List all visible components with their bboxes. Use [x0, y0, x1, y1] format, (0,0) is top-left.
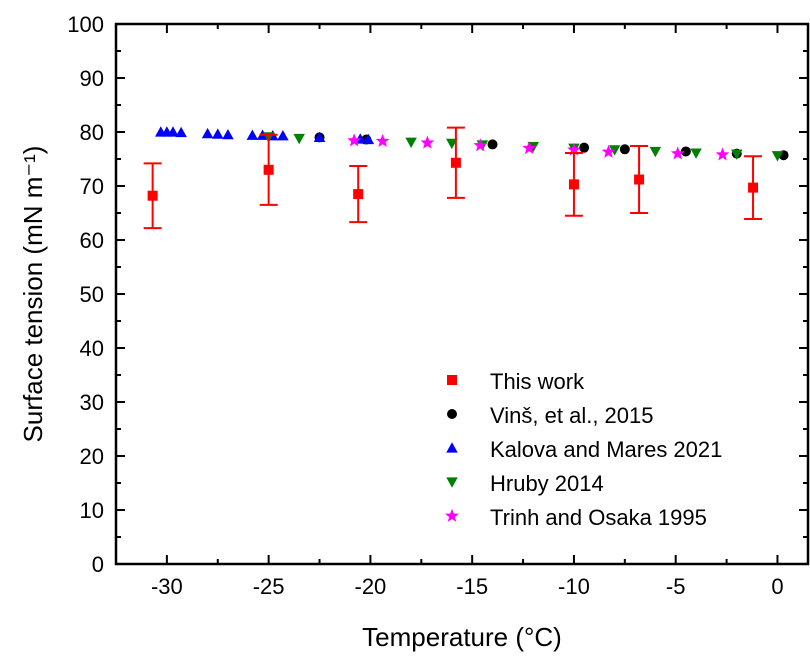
x-tick-label: -15 — [456, 574, 488, 599]
data-point — [567, 142, 581, 156]
legend-item: This work — [447, 369, 585, 394]
data-point — [579, 142, 590, 153]
legend-item: Hruby 2014 — [446, 471, 604, 496]
legend-marker — [447, 409, 457, 419]
x-axis-title: Temperature (°C) — [362, 622, 562, 652]
series-trinh-and-osaka-1995 — [347, 133, 730, 161]
legend-label: Hruby 2014 — [490, 471, 604, 496]
data-point — [608, 145, 621, 156]
legend-marker — [446, 477, 458, 488]
y-tick-label: 50 — [80, 282, 104, 307]
y-tick-label: 20 — [80, 444, 104, 469]
data-point — [293, 133, 305, 145]
x-tick-label: -25 — [253, 574, 285, 599]
data-point — [263, 164, 274, 175]
y-tick-label: 10 — [80, 498, 104, 523]
y-tick-label: 80 — [80, 120, 104, 145]
data-point — [771, 151, 784, 162]
data-point — [680, 146, 691, 157]
data-point — [277, 130, 289, 141]
data-point — [522, 140, 537, 155]
data-point — [353, 189, 364, 200]
data-point — [167, 126, 179, 137]
data-point — [450, 157, 461, 168]
data-marks — [143, 126, 789, 230]
x-tick-label: -30 — [151, 574, 183, 599]
data-point — [201, 127, 214, 139]
data-point — [420, 135, 435, 149]
data-point — [405, 137, 417, 149]
data-point — [601, 144, 616, 158]
legend-item: Trinh and Osaka 1995 — [445, 505, 707, 530]
x-tick-label: -5 — [666, 574, 686, 599]
data-point — [175, 126, 187, 138]
data-point — [690, 148, 702, 159]
y-tick-label: 90 — [80, 66, 104, 91]
data-point — [246, 129, 259, 140]
data-point — [649, 146, 662, 158]
legend: This work Vinš, et al., 2015 Kalova and Ma… — [445, 369, 722, 530]
y-tick-label: 60 — [80, 228, 104, 253]
data-point — [347, 133, 362, 147]
tick-labels: -30 -25 -20 -15 -10 -5 0 0 10 20 30 40 50 60 70 80 90 100 — [67, 12, 783, 599]
data-point — [670, 146, 685, 160]
data-point — [715, 147, 730, 161]
data-point — [212, 128, 224, 139]
y-axis-title: Surface tension (mN m⁻¹) — [18, 146, 48, 443]
data-point — [619, 144, 630, 155]
data-point — [375, 133, 390, 148]
series-this-work — [143, 126, 763, 230]
legend-label: Kalova and Mares 2021 — [490, 437, 722, 462]
x-tick-label: 0 — [771, 574, 783, 599]
data-point — [362, 133, 375, 145]
data-point — [147, 190, 158, 201]
legend-item: Vinš, et al., 2015 — [447, 403, 654, 428]
x-tick-label: -20 — [355, 574, 387, 599]
data-point — [446, 138, 458, 150]
y-tick-label: 40 — [80, 336, 104, 361]
plot-frame — [114, 22, 810, 566]
series-vin-et-al-2015 — [314, 132, 789, 161]
x-tick-label: -10 — [558, 574, 590, 599]
legend-marker — [445, 508, 459, 522]
data-point — [634, 174, 645, 185]
legend-marker — [447, 375, 457, 385]
y-tick-label: 0 — [92, 552, 104, 577]
data-point — [313, 131, 326, 142]
series-hruby-2014 — [262, 132, 784, 162]
legend-marker — [446, 442, 458, 453]
legend-item: Kalova and Mares 2021 — [446, 437, 722, 462]
data-point — [473, 138, 488, 152]
y-tick-label: 100 — [67, 12, 104, 37]
data-point — [748, 182, 759, 193]
y-tick-label: 70 — [80, 174, 104, 199]
y-tick-label: 30 — [80, 390, 104, 415]
data-point — [222, 128, 234, 140]
legend-label: Vinš, et al., 2015 — [490, 403, 654, 428]
data-point — [487, 139, 498, 150]
axis-ticks — [115, 23, 808, 565]
legend-label: This work — [490, 369, 585, 394]
data-point — [731, 149, 743, 160]
data-point — [568, 179, 579, 190]
legend-label: Trinh and Osaka 1995 — [490, 505, 707, 530]
